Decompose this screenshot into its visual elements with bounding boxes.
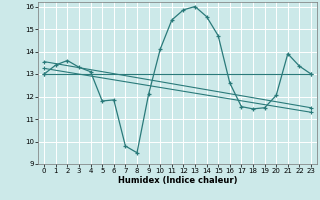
X-axis label: Humidex (Indice chaleur): Humidex (Indice chaleur) (118, 176, 237, 185)
